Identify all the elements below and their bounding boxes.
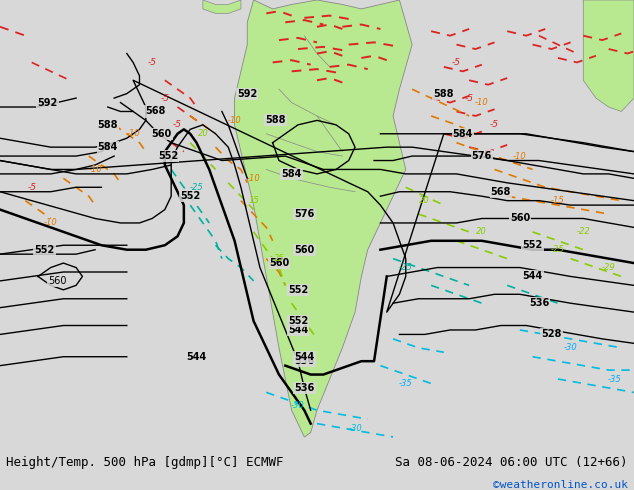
Polygon shape <box>583 0 634 112</box>
Text: 592: 592 <box>37 98 58 108</box>
Text: 568: 568 <box>491 187 511 197</box>
Text: -10: -10 <box>513 151 527 161</box>
Text: -10: -10 <box>88 165 102 174</box>
Text: 560: 560 <box>48 276 67 286</box>
Text: 584: 584 <box>453 129 473 139</box>
Text: -30: -30 <box>564 343 578 352</box>
Text: -5: -5 <box>490 121 499 129</box>
Text: 552: 552 <box>522 240 543 250</box>
Text: -29: -29 <box>602 263 616 272</box>
Text: -15: -15 <box>551 196 565 205</box>
Text: 552: 552 <box>288 285 308 295</box>
Text: 25: 25 <box>274 254 284 263</box>
Text: -25: -25 <box>190 183 204 192</box>
Text: 536: 536 <box>294 383 314 393</box>
Text: 588: 588 <box>98 120 118 130</box>
Text: -35: -35 <box>399 379 413 388</box>
Text: -5: -5 <box>452 58 461 67</box>
Text: -35: -35 <box>608 374 622 384</box>
Text: ©weatheronline.co.uk: ©weatheronline.co.uk <box>493 480 628 490</box>
Text: 588: 588 <box>266 115 286 125</box>
Text: 560: 560 <box>510 214 530 223</box>
Text: -5: -5 <box>27 183 36 192</box>
Text: -10: -10 <box>44 219 58 227</box>
Text: 552: 552 <box>158 151 178 161</box>
Text: -5: -5 <box>465 94 474 102</box>
Text: -10: -10 <box>247 174 261 183</box>
Text: -10: -10 <box>126 129 140 138</box>
Text: 536: 536 <box>529 298 549 308</box>
Text: -5: -5 <box>173 121 182 129</box>
Text: 552: 552 <box>180 191 200 201</box>
Text: -30: -30 <box>291 401 305 410</box>
Text: 592: 592 <box>237 89 257 98</box>
Text: Sa 08-06-2024 06:00 UTC (12+66): Sa 08-06-2024 06:00 UTC (12+66) <box>395 456 628 469</box>
Text: -25: -25 <box>551 245 565 254</box>
Text: 568: 568 <box>145 106 165 117</box>
Text: 544: 544 <box>522 271 543 281</box>
Text: 552: 552 <box>288 316 308 326</box>
Text: 544: 544 <box>294 352 314 362</box>
Text: -22: -22 <box>576 227 590 236</box>
Polygon shape <box>203 0 241 13</box>
Text: -5: -5 <box>148 58 157 67</box>
Text: 20: 20 <box>198 129 208 138</box>
Text: 544: 544 <box>288 325 308 335</box>
Text: 15: 15 <box>249 196 259 205</box>
Text: 584: 584 <box>281 169 302 179</box>
Text: -10: -10 <box>475 98 489 107</box>
Text: 536: 536 <box>294 356 314 366</box>
Text: 560: 560 <box>294 245 314 255</box>
Text: 576: 576 <box>294 209 314 219</box>
Text: 584: 584 <box>98 142 118 152</box>
Text: 560: 560 <box>152 129 172 139</box>
Text: 528: 528 <box>541 329 562 340</box>
Polygon shape <box>235 0 412 437</box>
Text: Height/Temp. 500 hPa [gdmp][°C] ECMWF: Height/Temp. 500 hPa [gdmp][°C] ECMWF <box>6 456 284 469</box>
Text: 552: 552 <box>34 245 55 255</box>
Text: 544: 544 <box>186 352 207 362</box>
Text: 588: 588 <box>434 89 454 98</box>
Text: -25: -25 <box>399 263 413 272</box>
Text: -10: -10 <box>228 116 242 125</box>
Text: 20: 20 <box>477 227 487 236</box>
Text: -5: -5 <box>160 94 169 102</box>
Text: -30: -30 <box>348 423 362 433</box>
Text: 576: 576 <box>472 151 492 161</box>
Text: 20: 20 <box>420 196 430 205</box>
Text: 560: 560 <box>269 258 289 268</box>
